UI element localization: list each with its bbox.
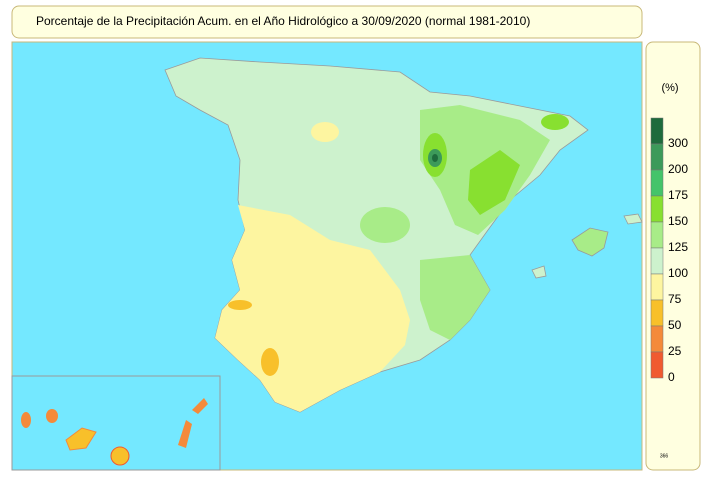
legend-swatch: [650, 325, 664, 353]
legend-swatch: [650, 143, 664, 171]
legend-swatch: [650, 221, 664, 249]
wet-zone: [360, 207, 410, 243]
legend-swatch: [650, 247, 664, 275]
island: [192, 398, 208, 414]
dry-zone: [228, 300, 252, 310]
island: [65, 427, 97, 451]
dry-zone: [311, 122, 339, 142]
legend-swatch: [650, 117, 664, 145]
legend-label: 25: [668, 344, 682, 358]
legend-label: 100: [668, 266, 688, 280]
inset-frame: [11, 375, 221, 471]
legend-label: 150: [668, 214, 688, 228]
title-box: [11, 5, 643, 39]
legend-label: 175: [668, 188, 688, 202]
island: [110, 446, 130, 466]
dry-zone: [261, 348, 279, 376]
legend-swatch: [650, 195, 664, 223]
legend-label: 75: [668, 292, 682, 306]
wet-zone: [420, 255, 490, 340]
legend-label: 0: [668, 370, 675, 384]
island: [178, 420, 192, 448]
wet-zone: [541, 114, 569, 130]
legend-scale: 300 200 175 150 125 100 75 50 25 0: [650, 117, 688, 384]
map-title: Porcentaje de la Precipitación Acum. en …: [36, 14, 530, 28]
legend-code: 366: [660, 453, 669, 459]
wet-zone: [432, 154, 438, 162]
wet-zone: [468, 150, 520, 215]
legend-label: 125: [668, 240, 688, 254]
island: [46, 409, 58, 423]
legend-label: 200: [668, 162, 688, 176]
island: [21, 412, 31, 428]
legend-swatch: [650, 299, 664, 327]
legend-label: 300: [668, 136, 688, 150]
legend-label: 50: [668, 318, 682, 332]
legend-unit: (%): [661, 82, 678, 94]
legend-swatch: [650, 351, 664, 379]
island: [531, 265, 547, 279]
legend-swatch: [650, 273, 664, 301]
legend-swatch: [650, 169, 664, 197]
island: [623, 213, 643, 225]
island: [571, 227, 609, 257]
